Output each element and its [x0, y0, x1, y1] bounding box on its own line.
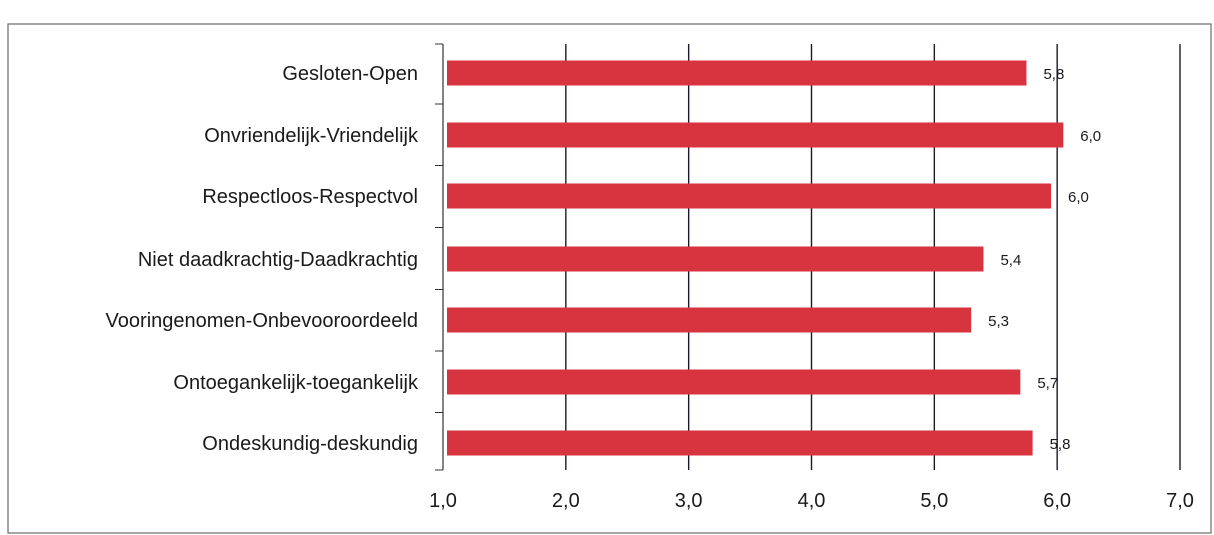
bar-3 — [447, 183, 1052, 209]
x-tick-label: 6,0 — [1043, 490, 1071, 512]
x-tick-label: 3,0 — [675, 490, 703, 512]
bar-2 — [447, 122, 1064, 148]
bar-4 — [447, 246, 984, 272]
category-label: Ondeskundig-deskundig — [202, 433, 418, 455]
data-label: 6,0 — [1080, 128, 1101, 145]
data-labels: 5,8 6,0 6,0 5,4 5,3 5,7 5,8 — [988, 66, 1101, 453]
y-axis — [435, 43, 444, 471]
category-labels: Gesloten-Open Onvriendelijk-Vriendelijk Re… — [106, 63, 419, 455]
x-tick-label: 5,0 — [920, 490, 948, 512]
category-label: Ontoegankelijk-toegankelijk — [173, 372, 419, 394]
chart-frame — [7, 23, 1212, 534]
bar-6 — [447, 369, 1021, 395]
data-label: 5,3 — [988, 313, 1009, 330]
bar-7 — [447, 430, 1033, 456]
category-label: Gesloten-Open — [282, 63, 418, 85]
data-label: 5,7 — [1037, 375, 1058, 392]
x-tick-label: 2,0 — [552, 490, 580, 512]
category-label: Respectloos-Respectvol — [202, 186, 418, 208]
x-tick-label: 7,0 — [1166, 490, 1194, 512]
data-label: 5,4 — [1000, 252, 1021, 269]
data-label: 5,8 — [1043, 66, 1064, 83]
category-label: Onvriendelijk-Vriendelijk — [204, 125, 419, 147]
category-label: Niet daadkrachtig-Daadkrachtig — [138, 249, 418, 271]
x-tick-label: 4,0 — [798, 490, 826, 512]
data-label: 5,8 — [1050, 436, 1071, 453]
bar-1 — [447, 60, 1027, 86]
bars — [447, 60, 1064, 456]
bar-5 — [447, 307, 972, 333]
x-tick-label: 1,0 — [429, 490, 457, 512]
category-label: Vooringenomen-Onbevooroordeeld — [106, 310, 418, 332]
x-tick-labels: 1,0 2,0 3,0 4,0 5,0 6,0 7,0 — [429, 490, 1194, 512]
data-label: 6,0 — [1068, 189, 1089, 206]
